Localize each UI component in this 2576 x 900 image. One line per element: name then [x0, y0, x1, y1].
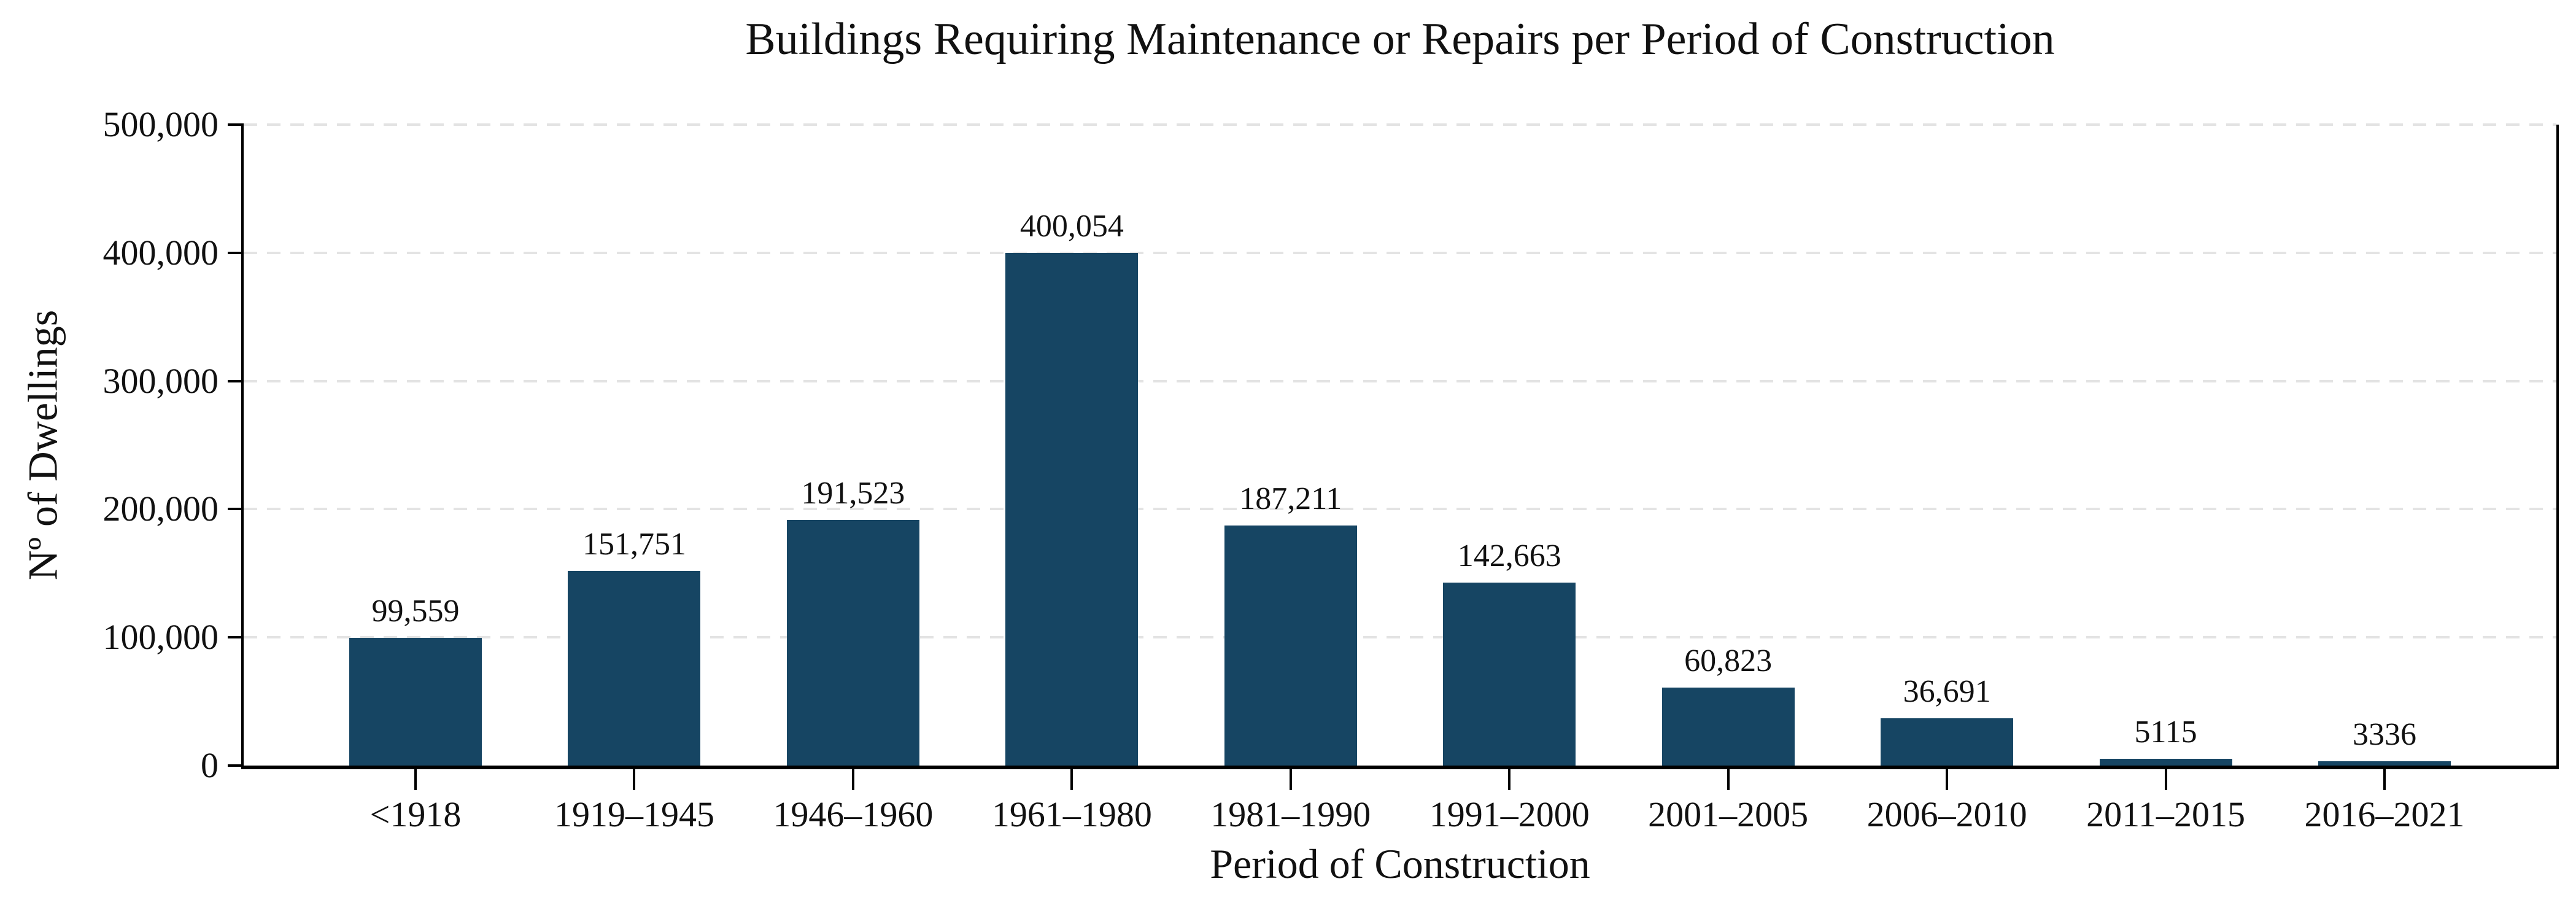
gridline: [244, 508, 2556, 511]
bar-value-label: 3336: [2353, 717, 2416, 753]
bar: [1224, 526, 1357, 766]
y-tick: [228, 251, 244, 254]
y-axis-title: Nº of Dwellings: [19, 309, 66, 581]
x-tick: [1508, 769, 1511, 790]
x-tick: [1946, 769, 1949, 790]
bar: [349, 638, 482, 766]
chart-title: Buildings Requiring Maintenance or Repai…: [745, 14, 2055, 64]
x-tick: [2164, 769, 2167, 790]
y-tick: [228, 636, 244, 639]
bar-value-label: 151,751: [582, 527, 686, 562]
x-tick: [851, 769, 854, 790]
bar-value-label: 187,211: [1239, 481, 1342, 517]
y-tick: [228, 764, 244, 767]
y-tick-label: 500,000: [102, 104, 219, 144]
x-tick-label: 2016–2021: [2304, 794, 2465, 834]
gridline: [244, 379, 2556, 382]
x-tick-label: <1918: [369, 794, 462, 834]
x-tick: [633, 769, 636, 790]
y-tick-label: 200,000: [102, 489, 219, 529]
bar: [1881, 718, 2014, 766]
x-tick-label: 1991–2000: [1429, 794, 1590, 834]
x-tick-label: 1981–1990: [1210, 794, 1371, 834]
gridline: [244, 123, 2556, 126]
x-tick-label: 2006–2010: [1866, 794, 2027, 834]
bar: [2318, 761, 2451, 766]
x-tick: [414, 769, 417, 790]
x-tick: [1289, 769, 1292, 790]
bar-value-label: 191,523: [801, 476, 905, 511]
x-tick-label: 2001–2005: [1648, 794, 1809, 834]
bar-value-label: 5115: [2134, 715, 2197, 750]
y-tick: [228, 123, 244, 126]
y-tick: [228, 379, 244, 382]
x-tick: [2383, 769, 2386, 790]
plot-area: 99,559 151,751 191,523 400,054 187,211 142,66…: [241, 123, 2559, 769]
bar: [1005, 252, 1139, 766]
bar-value-label: 99,559: [371, 594, 460, 629]
gridline: [244, 636, 2556, 639]
x-tick-label: 1919–1945: [554, 794, 714, 834]
x-tick: [1070, 769, 1073, 790]
x-axis-title: Period of Construction: [1210, 840, 1590, 887]
y-tick-label: 300,000: [102, 360, 219, 401]
bar: [1661, 688, 1795, 766]
bar-value-label: 36,691: [1903, 674, 1991, 710]
x-tick-label: 1946–1960: [773, 794, 934, 834]
bar: [1443, 583, 1576, 766]
bar-value-label: 142,663: [1457, 538, 1561, 574]
gridline: [244, 251, 2556, 254]
y-tick-label: 100,000: [102, 617, 219, 658]
bar-value-label: 400,054: [1019, 208, 1124, 244]
bar: [2099, 759, 2232, 766]
y-tick: [228, 508, 244, 511]
bar: [568, 571, 701, 766]
x-tick-label: 2011–2015: [2086, 794, 2245, 834]
y-tick-label: 0: [201, 745, 219, 785]
x-tick: [1727, 769, 1730, 790]
y-tick-label: 400,000: [102, 232, 219, 273]
x-tick-label: 1961–1980: [991, 794, 1152, 834]
bar-value-label: 60,823: [1684, 643, 1773, 679]
bar: [786, 520, 919, 766]
